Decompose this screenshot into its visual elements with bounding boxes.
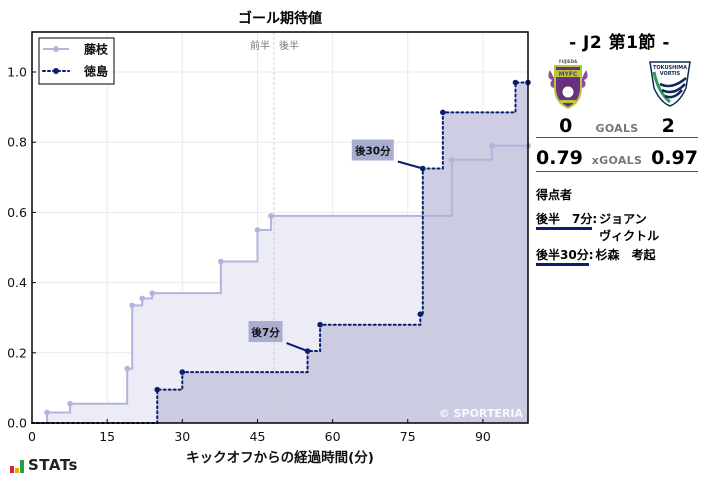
data-point bbox=[268, 213, 274, 219]
watermark: © SPORTERIA bbox=[439, 407, 524, 420]
away-goals: 2 bbox=[661, 115, 675, 137]
data-point bbox=[440, 109, 446, 116]
data-point bbox=[179, 369, 186, 375]
data-point bbox=[317, 321, 323, 328]
scorers-heading: 得点者 bbox=[536, 188, 573, 202]
scorer-name: ジョアン ヴィクトル bbox=[599, 212, 660, 243]
legend-marker bbox=[53, 46, 59, 52]
x-axis-label: キックオフからの経過時間(分) bbox=[186, 449, 374, 466]
data-point bbox=[139, 295, 146, 302]
data-point bbox=[44, 409, 50, 416]
home-goals: 0 bbox=[559, 115, 573, 137]
x-tick-label: 15 bbox=[99, 429, 115, 444]
tokushima-crest-icon: TOKUSHIMA VORTIS bbox=[649, 61, 691, 107]
x-tick-label: 75 bbox=[400, 429, 416, 444]
scorers-list: 得点者 後半 7分 : ジョアン ヴィクトル 後半30分 : 杉森 考起 bbox=[536, 186, 706, 268]
data-point bbox=[129, 302, 136, 309]
legend-marker bbox=[53, 68, 59, 74]
y-tick-label: 0.4 bbox=[7, 275, 27, 290]
data-point bbox=[489, 142, 495, 149]
scorer-separator: : bbox=[592, 212, 598, 226]
goals-row: 0 GOALS 2 bbox=[536, 115, 698, 138]
y-tick-label: 0.6 bbox=[7, 205, 27, 220]
y-tick-label: 1.0 bbox=[7, 65, 27, 80]
data-point bbox=[512, 79, 519, 86]
x-tick-label: 45 bbox=[250, 429, 266, 444]
xgoals-row: 0.79 xGOALS 0.97 bbox=[536, 147, 698, 172]
xgoals-label: xGOALS bbox=[591, 154, 643, 167]
x-tick-label: 30 bbox=[174, 429, 190, 444]
y-tick-label: 0.0 bbox=[7, 416, 27, 431]
series-line-1 bbox=[31, 81, 529, 424]
x-tick-label: 60 bbox=[325, 429, 341, 444]
area-fill-1 bbox=[32, 82, 528, 423]
bar-chart-icon bbox=[10, 460, 24, 473]
stats-brand-logo: STATs bbox=[10, 458, 78, 473]
first-half-label: 前半 bbox=[250, 39, 270, 52]
data-point bbox=[154, 386, 161, 393]
goals-label: GOALS bbox=[595, 122, 639, 135]
scorer-separator: : bbox=[588, 248, 594, 262]
round-title: - J2 第1節 - bbox=[569, 33, 670, 53]
svg-text:FUJIEDA: FUJIEDA bbox=[559, 59, 578, 64]
scorer-row: 後半 7分 : ジョアン ヴィクトル bbox=[536, 211, 706, 245]
svg-text:MYFC: MYFC bbox=[559, 71, 578, 78]
data-point bbox=[218, 258, 224, 265]
scorer-row: 後半30分 : 杉森 考起 bbox=[536, 247, 706, 266]
annotation-arrow bbox=[397, 160, 424, 170]
data-point bbox=[254, 227, 261, 233]
annotation-label: 後30分 bbox=[354, 145, 391, 158]
y-tick-label: 0.8 bbox=[7, 135, 27, 150]
data-point bbox=[417, 311, 424, 317]
svg-text:VORTIS: VORTIS bbox=[660, 71, 681, 77]
annotation-label: 後7分 bbox=[250, 326, 280, 339]
data-point bbox=[149, 290, 156, 296]
scorer-time: 後半 7分 bbox=[536, 211, 593, 230]
plot-frame bbox=[31, 31, 529, 424]
scorer-time: 後半30分 bbox=[536, 247, 589, 266]
away-xgoals: 0.97 bbox=[651, 147, 698, 169]
second-half-label: 後半 bbox=[279, 39, 299, 52]
svg-text:TOKUSHIMA: TOKUSHIMA bbox=[653, 65, 687, 71]
legend-label: 藤枝 bbox=[83, 42, 109, 57]
annotation-arrow bbox=[286, 342, 308, 352]
data-point bbox=[124, 365, 130, 372]
x-tick-label: 90 bbox=[475, 429, 491, 444]
annotation-box bbox=[248, 321, 283, 343]
data-point bbox=[67, 400, 73, 407]
legend-label: 徳島 bbox=[83, 64, 108, 79]
data-point bbox=[449, 156, 455, 163]
legend-box bbox=[38, 37, 115, 85]
brand-name: STATs bbox=[28, 456, 78, 474]
x-tick-label: 0 bbox=[28, 429, 36, 444]
home-xgoals: 0.79 bbox=[536, 147, 583, 169]
chart-title: ゴール期待値 bbox=[238, 11, 322, 27]
fujieda-crest-icon: FUJIEDA MYFC bbox=[548, 59, 588, 110]
scorer-name: 杉森 考起 bbox=[595, 248, 656, 262]
y-tick-label: 0.2 bbox=[7, 345, 27, 360]
annotation-box bbox=[351, 139, 394, 161]
